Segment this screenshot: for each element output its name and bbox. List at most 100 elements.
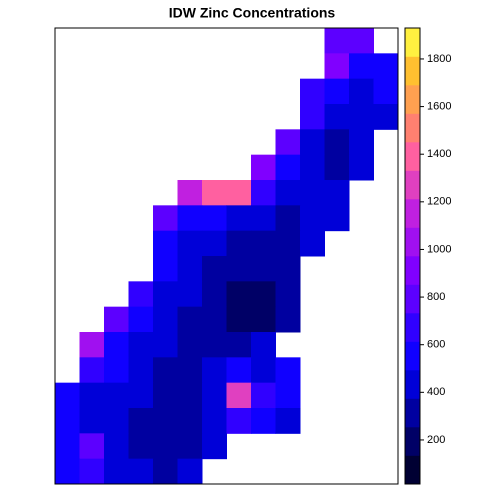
raster-cell xyxy=(202,306,227,333)
raster-cell xyxy=(202,408,227,434)
color-key-bin xyxy=(405,142,420,171)
raster-cell xyxy=(275,230,301,257)
raster-cell xyxy=(251,154,276,181)
color-key-label: 200 xyxy=(427,434,445,446)
color-key-frame xyxy=(404,27,421,485)
raster-cell xyxy=(153,332,178,358)
raster-cell xyxy=(251,357,276,384)
raster-cell xyxy=(153,281,178,308)
raster-cell xyxy=(55,408,80,434)
raster-cell xyxy=(79,433,105,460)
color-key-bin xyxy=(405,199,420,228)
raster-cell xyxy=(300,180,325,206)
raster-cell xyxy=(202,281,227,308)
raster-cell xyxy=(202,382,227,409)
raster-cell xyxy=(226,408,252,434)
color-key-bin xyxy=(405,398,420,428)
raster-cell xyxy=(55,433,80,460)
raster-cell xyxy=(349,104,374,130)
map-frame xyxy=(54,27,399,485)
raster-cell xyxy=(153,382,178,409)
raster-cell xyxy=(128,458,154,485)
raster-cell xyxy=(128,433,154,460)
raster-cell xyxy=(226,205,252,232)
raster-cell xyxy=(373,53,399,80)
raster-cell xyxy=(349,129,374,156)
color-key-label: 1200 xyxy=(427,196,451,208)
raster-cell xyxy=(324,205,350,232)
raster-cell xyxy=(177,256,203,282)
raster-cell xyxy=(300,205,325,232)
raster-cell xyxy=(349,53,374,80)
raster-cell xyxy=(128,357,154,384)
raster-cell xyxy=(153,230,178,257)
raster-cell xyxy=(128,281,154,308)
raster-cell xyxy=(275,129,301,156)
raster-cell xyxy=(202,205,227,232)
raster-cell xyxy=(251,306,276,333)
raster-cell xyxy=(324,78,350,105)
color-key-bin xyxy=(405,313,420,342)
raster-cell xyxy=(275,306,301,333)
raster-cell xyxy=(177,230,203,257)
raster-cell xyxy=(55,458,80,485)
raster-cell xyxy=(104,382,129,409)
raster-cell xyxy=(226,357,252,384)
color-key-bin xyxy=(405,113,420,143)
color-key-bin xyxy=(405,341,420,371)
raster-cell xyxy=(177,281,203,308)
raster-cell xyxy=(251,180,276,206)
color-key-label: 800 xyxy=(427,291,445,303)
raster-cell xyxy=(226,382,252,409)
color-key-bin xyxy=(405,28,420,57)
raster-cell xyxy=(202,230,227,257)
raster-cell xyxy=(226,332,252,358)
raster-cell xyxy=(104,306,129,333)
raster-cell xyxy=(104,357,129,384)
raster-cell xyxy=(300,154,325,181)
color-key-bin xyxy=(405,56,420,86)
raster-cell xyxy=(324,129,350,156)
raster-cell xyxy=(275,281,301,308)
raster-cell xyxy=(202,180,227,206)
raster-cell xyxy=(153,256,178,282)
raster-cell xyxy=(349,154,374,181)
raster-cell xyxy=(128,408,154,434)
raster-cell xyxy=(153,433,178,460)
raster-cell xyxy=(251,256,276,282)
raster-cell xyxy=(324,28,350,54)
raster-cell xyxy=(275,382,301,409)
raster-cell xyxy=(153,408,178,434)
raster-cell xyxy=(226,306,252,333)
raster-cell xyxy=(153,458,178,485)
raster-cell xyxy=(324,104,350,130)
color-key-bin xyxy=(405,455,420,485)
color-key-bin xyxy=(405,227,420,257)
color-key-bin xyxy=(405,284,420,314)
raster-cell xyxy=(349,28,374,54)
color-key-label: 600 xyxy=(427,339,445,351)
raster-cell xyxy=(226,281,252,308)
raster-cell xyxy=(104,458,129,485)
color-key-bin xyxy=(405,370,420,399)
raster-cell xyxy=(79,458,105,485)
raster-cell xyxy=(104,408,129,434)
raster-cell xyxy=(275,256,301,282)
raster-cell xyxy=(153,357,178,384)
raster-cell xyxy=(275,180,301,206)
color-key-label: 1000 xyxy=(427,243,451,255)
color-key-label: 1800 xyxy=(427,53,451,65)
raster-cell xyxy=(275,154,301,181)
raster-cell xyxy=(324,154,350,181)
raster-cell xyxy=(300,78,325,105)
raster-cell xyxy=(177,306,203,333)
raster-cell xyxy=(104,433,129,460)
raster-cell xyxy=(202,256,227,282)
raster-cell xyxy=(202,332,227,358)
raster-cell xyxy=(202,433,227,460)
raster-cell xyxy=(300,104,325,130)
raster-cell xyxy=(300,129,325,156)
raster-cell xyxy=(177,332,203,358)
raster-cell xyxy=(128,306,154,333)
color-key-bin xyxy=(405,170,420,200)
